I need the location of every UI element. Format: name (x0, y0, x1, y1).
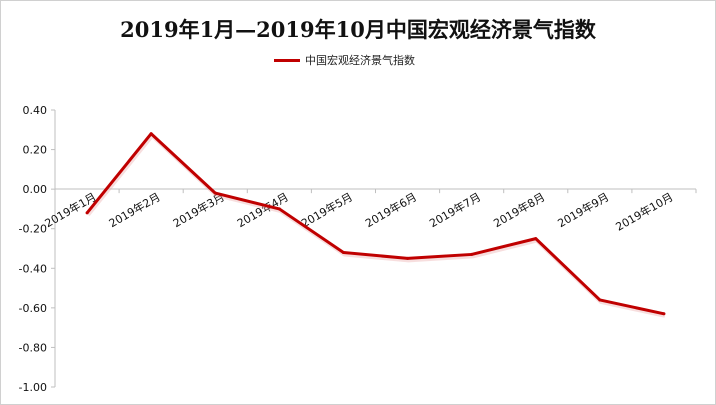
y-axis-ticks: 0.40 0.20 0.00 -0.20 -0.40 -0.60 -0.80 -1.00 (19, 104, 55, 394)
series-points (85, 132, 666, 316)
y-tick-label: -0.80 (19, 341, 47, 354)
x-axis-ticks: 2019年1月 2019年2月 2019年3月 2019年4月 2019年5月 2019年… (42, 189, 697, 234)
data-point (213, 191, 217, 195)
y-tick-label: 0.00 (23, 183, 48, 196)
x-tick-label: 2019年8月 (491, 190, 547, 231)
data-point (662, 312, 666, 316)
data-point (277, 207, 281, 211)
data-point (470, 252, 474, 256)
data-point (534, 237, 538, 241)
chart-title: 2019年1月—2019年10月中国宏观经济景气指数 (120, 17, 596, 42)
legend-label: 中国宏观经济景气指数 (305, 54, 415, 67)
x-tick-label: 2019年10月 (613, 190, 675, 234)
legend: 中国宏观经济景气指数 (274, 52, 415, 68)
x-tick-label: 2019年7月 (427, 190, 483, 231)
data-point (341, 250, 345, 254)
legend-swatch (274, 58, 300, 62)
y-tick-label: -0.20 (19, 223, 47, 236)
x-tick-label: 2019年9月 (555, 190, 611, 231)
y-tick-label: -0.40 (19, 262, 47, 275)
y-tick-label: -0.60 (19, 302, 47, 315)
data-point (598, 298, 602, 302)
data-point (85, 211, 89, 215)
series-line (85, 132, 665, 316)
data-point (149, 132, 153, 136)
y-tick-label: 0.20 (23, 144, 48, 157)
x-tick-label: 2019年2月 (106, 190, 162, 231)
y-tick-label: -1.00 (19, 381, 47, 394)
x-tick-label: 2019年6月 (363, 190, 419, 231)
data-point (406, 256, 410, 260)
x-tick-label: 2019年5月 (299, 190, 355, 231)
y-tick-label: 0.40 (23, 104, 48, 117)
